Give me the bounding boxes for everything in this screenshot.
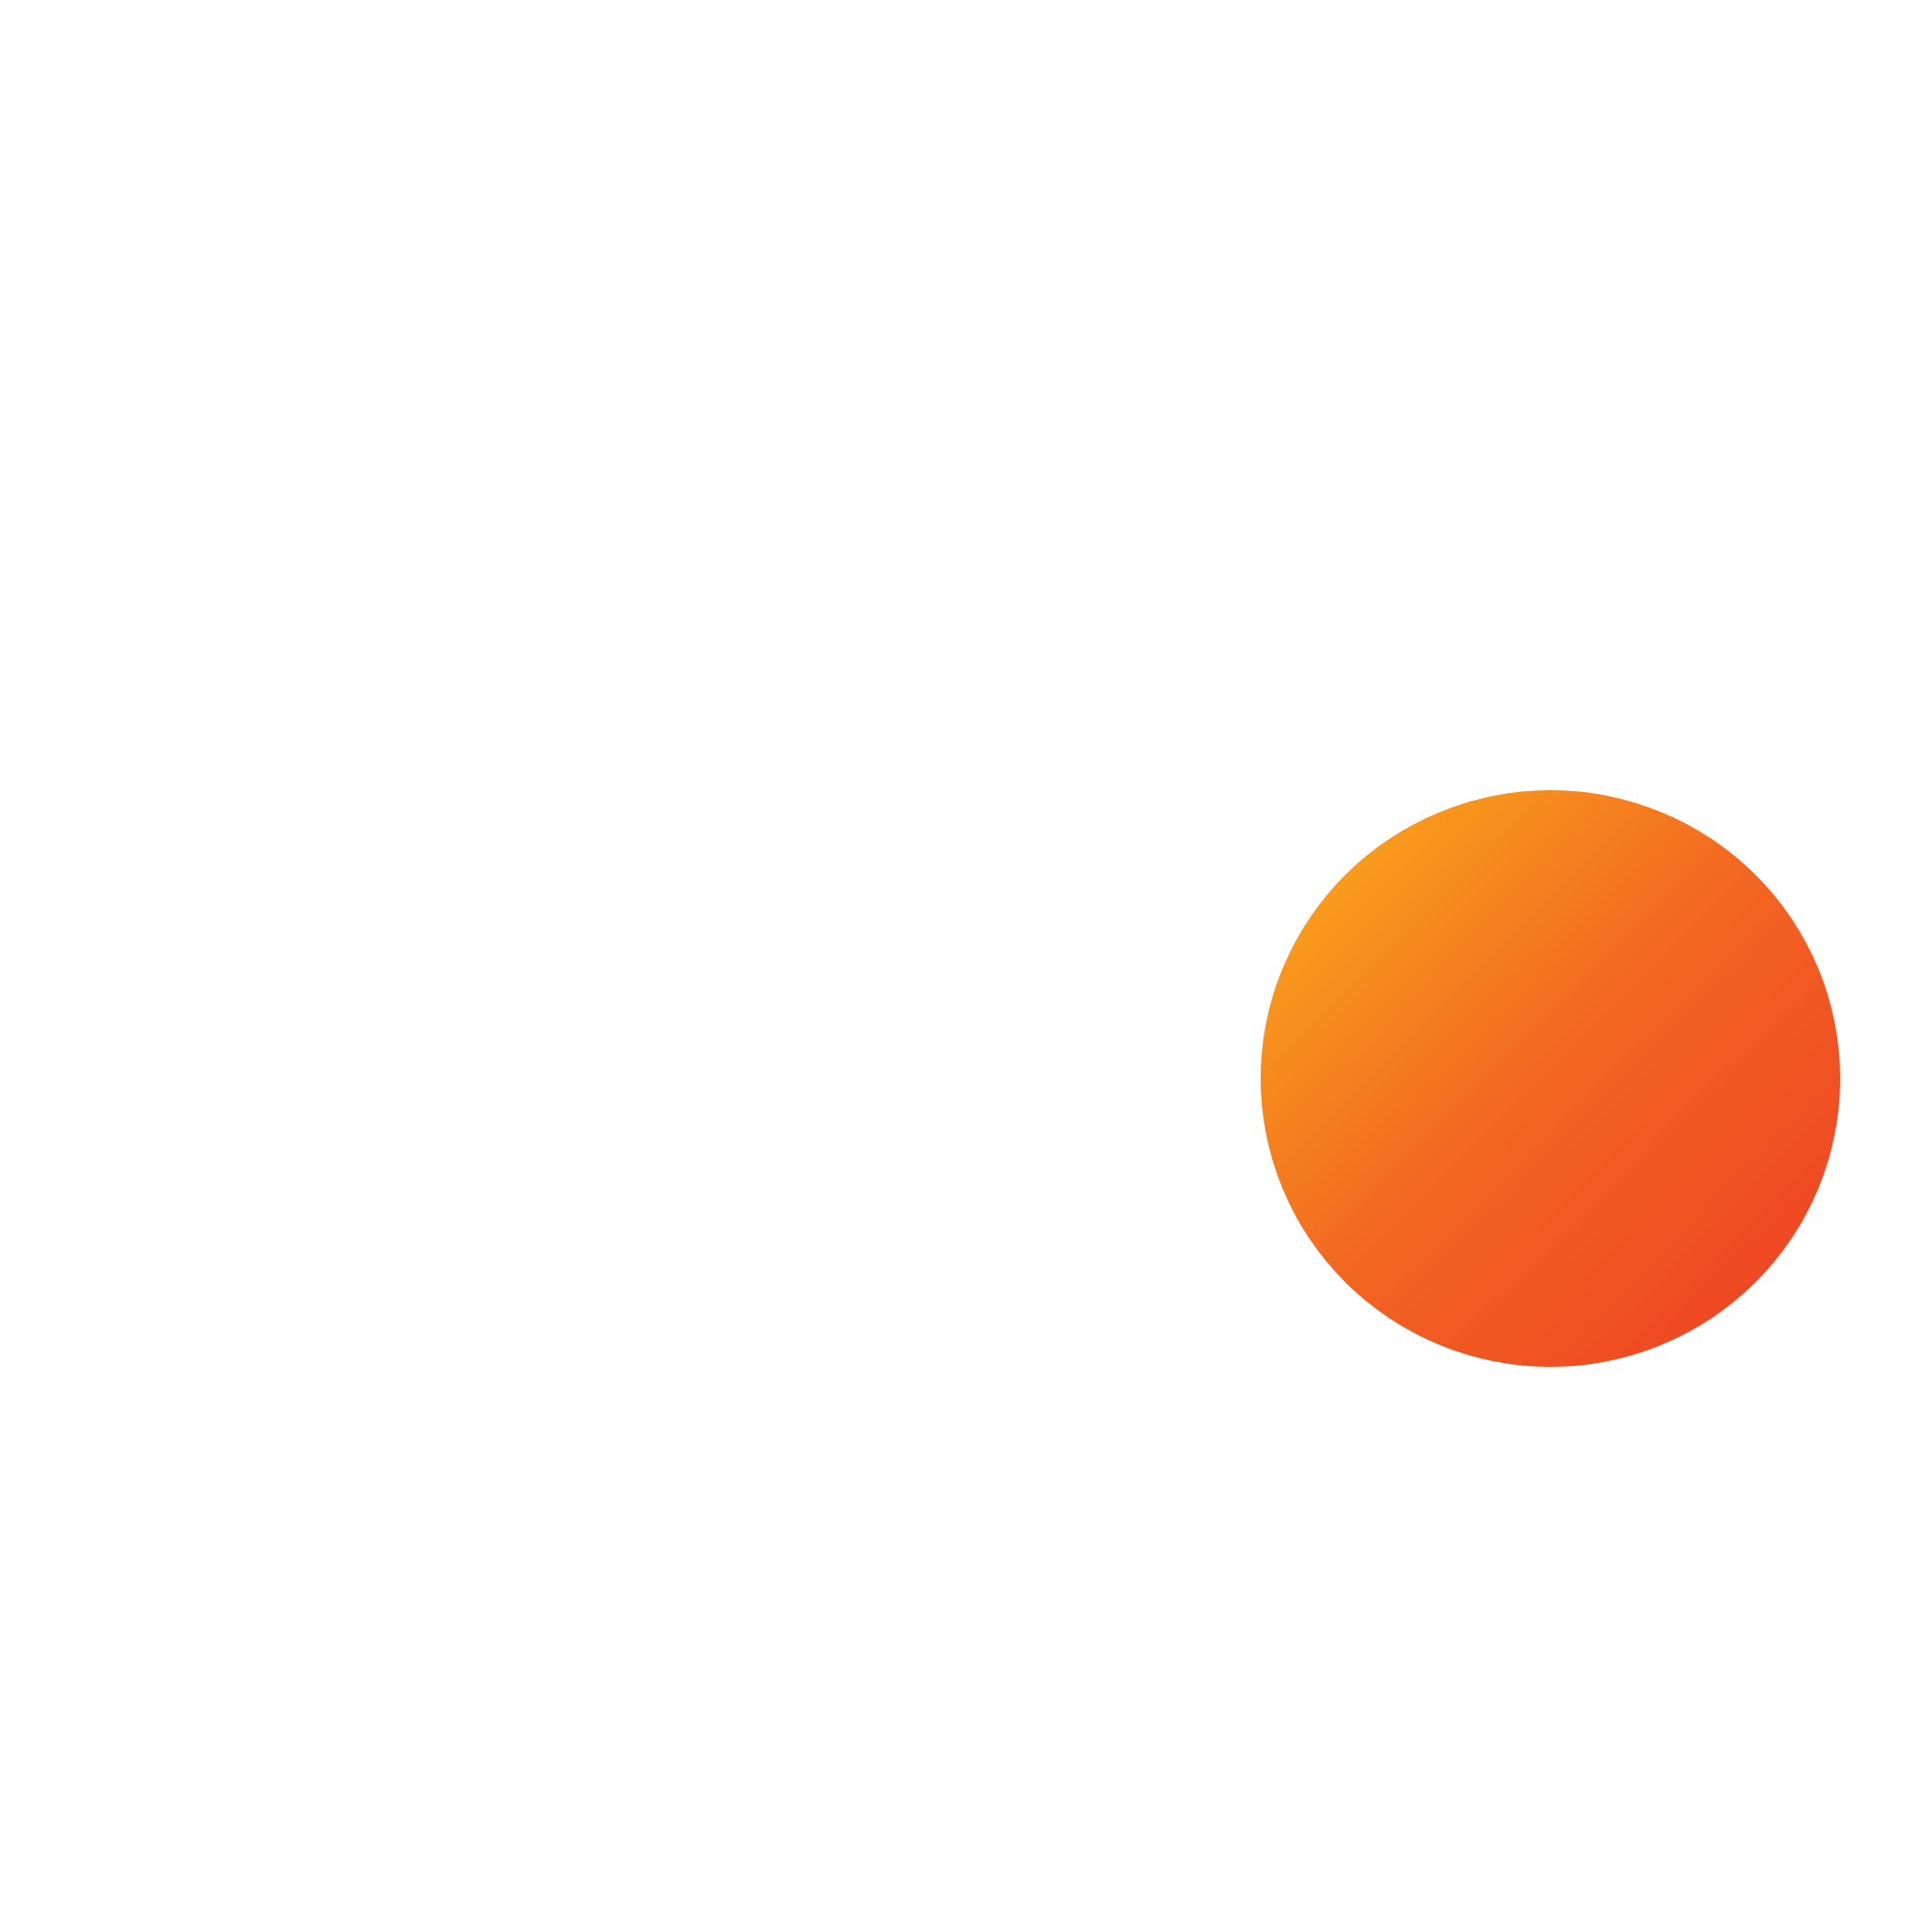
gradient-circle-icon [1261, 790, 1840, 1367]
